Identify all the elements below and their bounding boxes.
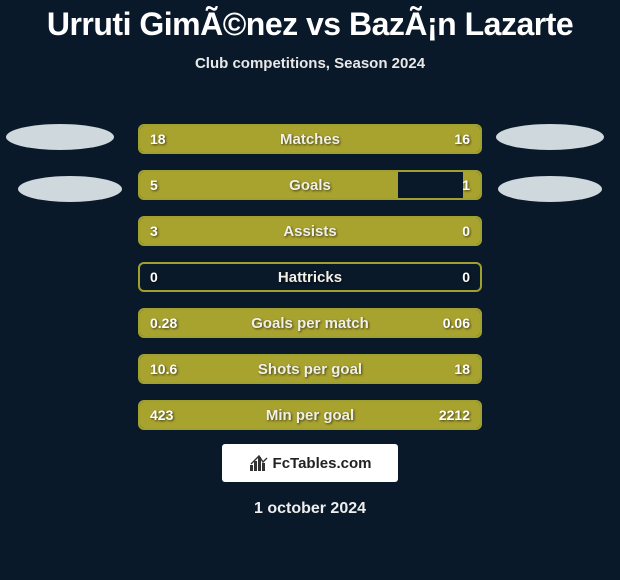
stat-row: Goals per match0.28 0.06 bbox=[138, 308, 482, 338]
stat-label: Hattricks bbox=[140, 264, 480, 290]
date-text: 1 october 2024 bbox=[0, 500, 620, 518]
page-title: Urruti GimÃ©nez vs BazÃ¡n Lazarte bbox=[0, 0, 620, 43]
stat-row: Shots per goal10.6 18 bbox=[138, 354, 482, 384]
stat-row: Assists3 0 bbox=[138, 216, 482, 246]
stat-value-left: 18 bbox=[150, 126, 166, 152]
stat-row: Matches18 16 bbox=[138, 124, 482, 154]
stat-value-right: 18 bbox=[454, 356, 470, 382]
stat-value-left: 3 bbox=[150, 218, 158, 244]
stat-row: Min per goal423 2212 bbox=[138, 400, 482, 430]
stat-value-left: 423 bbox=[150, 402, 173, 428]
branding-badge[interactable]: FcTables.com bbox=[222, 444, 398, 482]
stat-value-right: 0 bbox=[462, 264, 470, 290]
stat-label: Min per goal bbox=[140, 402, 480, 428]
stat-label: Goals per match bbox=[140, 310, 480, 336]
stat-value-right: 2212 bbox=[439, 402, 470, 428]
stat-value-right: 16 bbox=[454, 126, 470, 152]
bars-icon bbox=[249, 454, 269, 472]
stat-value-right: 0.06 bbox=[443, 310, 470, 336]
stat-row: Goals5 1 bbox=[138, 170, 482, 200]
stat-value-left: 0.28 bbox=[150, 310, 177, 336]
stat-label: Goals bbox=[140, 172, 480, 198]
stat-row: Hattricks0 0 bbox=[138, 262, 482, 292]
stat-value-right: 1 bbox=[462, 172, 470, 198]
logo-ellipse bbox=[6, 124, 114, 150]
stat-value-left: 5 bbox=[150, 172, 158, 198]
stat-value-left: 10.6 bbox=[150, 356, 177, 382]
stat-label: Shots per goal bbox=[140, 356, 480, 382]
stat-label: Assists bbox=[140, 218, 480, 244]
stat-label: Matches bbox=[140, 126, 480, 152]
branding-text: FcTables.com bbox=[273, 455, 372, 472]
stats-container: Matches1816Goals51Assists30Hattricks00Go… bbox=[138, 124, 482, 446]
logo-ellipse bbox=[498, 176, 602, 202]
stat-value-right: 0 bbox=[462, 218, 470, 244]
logo-ellipse bbox=[18, 176, 122, 202]
logo-ellipse bbox=[496, 124, 604, 150]
page-subtitle: Club competitions, Season 2024 bbox=[0, 55, 620, 72]
stat-value-left: 0 bbox=[150, 264, 158, 290]
